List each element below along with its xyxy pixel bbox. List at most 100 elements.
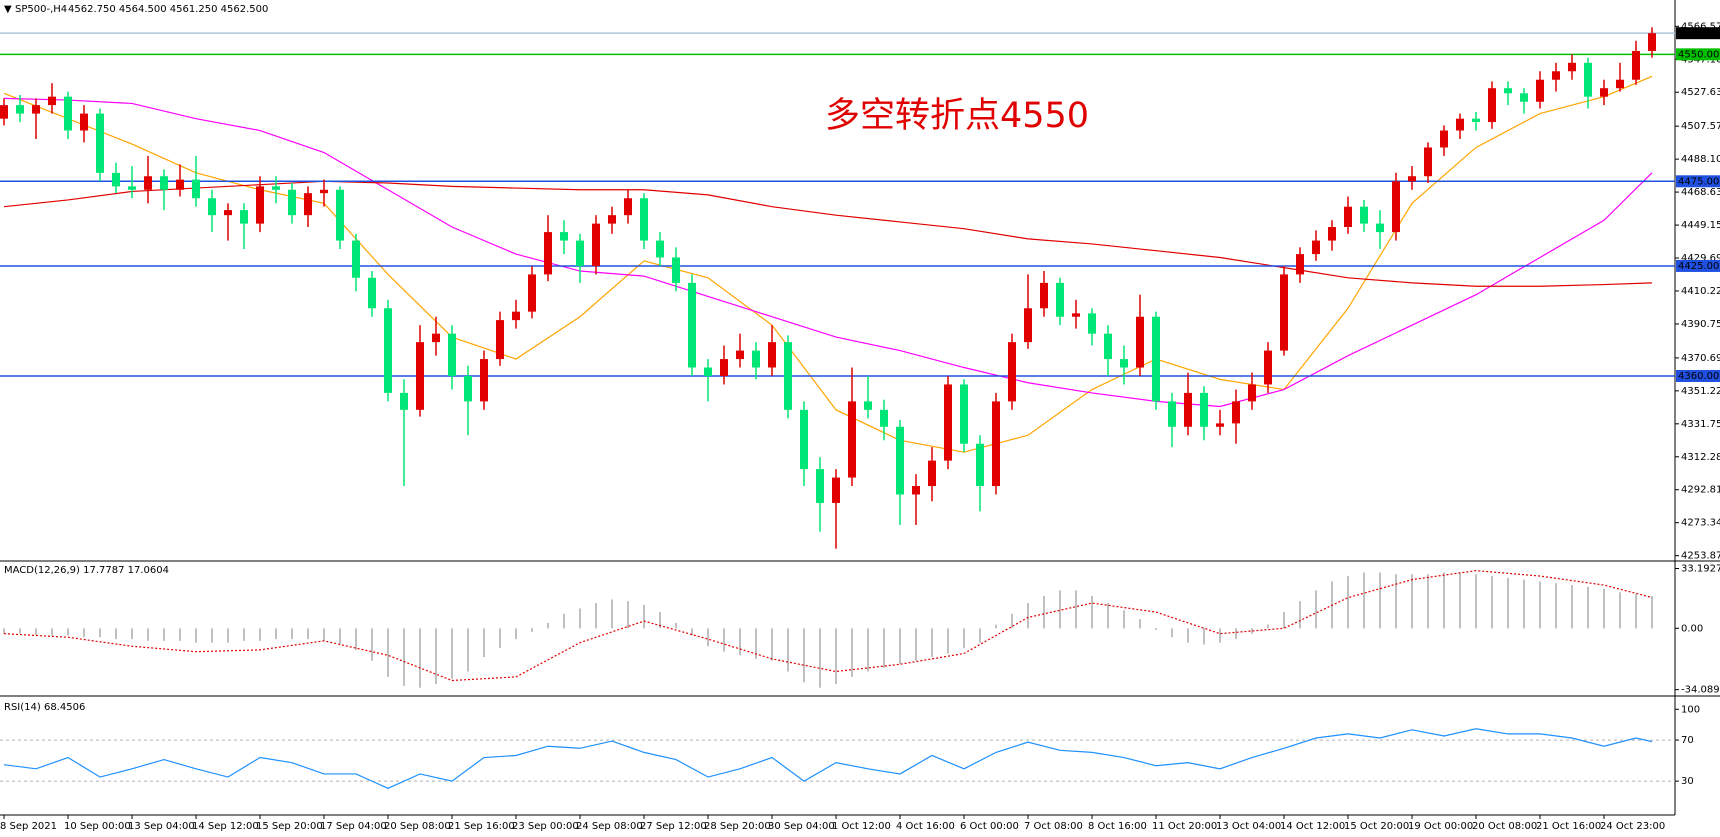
histogram-bar <box>627 601 629 629</box>
histogram-bar <box>1075 590 1077 629</box>
x-tick-label: 28 Sep 20:00 <box>704 821 771 832</box>
y-tick-label: 0.00 <box>1681 623 1703 634</box>
x-tick-label: 15 Sep 20:00 <box>256 821 323 832</box>
histogram-bar <box>563 613 565 629</box>
histogram-bar <box>387 628 389 677</box>
candle-body <box>944 384 952 461</box>
histogram-bar <box>1123 610 1125 629</box>
histogram-bar <box>1299 601 1301 629</box>
x-tick-label: 13 Sep 04:00 <box>128 821 195 832</box>
candle-body <box>1200 392 1208 427</box>
histogram-bar <box>1235 628 1237 640</box>
candle-body <box>272 186 280 190</box>
histogram-bar <box>915 628 917 661</box>
histogram-bar <box>1203 628 1205 645</box>
annotation: 多空转折点4550 <box>825 96 1089 136</box>
x-tick-label: 4 Oct 16:00 <box>896 821 955 832</box>
candle-body <box>384 308 392 393</box>
candle-body <box>800 409 808 470</box>
histogram-bar <box>1411 574 1413 629</box>
level-box <box>1676 369 1720 382</box>
histogram-bar <box>1283 612 1285 629</box>
histogram-bar <box>1427 574 1429 629</box>
candle-body <box>160 176 168 190</box>
histogram-bar <box>1315 590 1317 629</box>
histogram-bar <box>51 628 53 636</box>
candle-body <box>1488 88 1496 123</box>
histogram-bar <box>1027 603 1029 629</box>
histogram-bar <box>659 612 661 629</box>
menu-arrow[interactable]: ▼ <box>4 4 12 15</box>
histogram-bar <box>1139 619 1141 629</box>
candle-body <box>656 240 664 258</box>
x-tick-label: 8 Sep 2021 <box>0 821 57 832</box>
candle-body <box>448 333 456 376</box>
histogram-bar <box>1491 576 1493 629</box>
histogram-bar <box>1635 594 1637 629</box>
level-box <box>1676 175 1720 188</box>
histogram-bar <box>931 628 933 658</box>
histogram-bar <box>1091 595 1093 629</box>
y-tick-label: 4292.810 <box>1681 485 1720 496</box>
candle-body <box>688 282 696 368</box>
histogram-bar <box>3 628 5 634</box>
x-tick-label: 11 Oct 20:00 <box>1152 821 1217 832</box>
histogram-bar <box>451 628 453 679</box>
histogram-bar <box>67 628 69 636</box>
candle-body <box>1344 206 1352 228</box>
candle-body <box>976 443 984 487</box>
candle-body <box>368 277 376 309</box>
candle-body <box>1152 316 1160 402</box>
histogram-bar <box>195 628 197 643</box>
candle-body <box>848 401 856 478</box>
level-label: 4562.500 <box>1678 28 1720 39</box>
candle-body <box>1264 350 1272 385</box>
histogram-bar <box>1395 574 1397 629</box>
candle-body <box>1456 118 1464 131</box>
x-tick-label: 20 Oct 08:00 <box>1472 821 1537 832</box>
candle-body <box>576 240 584 266</box>
candle-body <box>176 179 184 190</box>
histogram-bar <box>1267 624 1269 629</box>
candle-body <box>1536 79 1544 102</box>
x-tick-label: 21 Oct 16:00 <box>1536 821 1601 832</box>
histogram-bar <box>867 628 869 672</box>
candle-body <box>544 232 552 275</box>
y-tick-label: 4273.340 <box>1681 518 1720 529</box>
candle-body <box>1008 342 1016 402</box>
candle-body <box>1216 423 1224 427</box>
candle-body <box>32 105 40 114</box>
y-tick-label: 30 <box>1681 776 1694 787</box>
candle-body <box>1408 176 1416 182</box>
histogram-bar <box>1507 577 1509 629</box>
candle-body <box>992 401 1000 487</box>
candle-body <box>624 198 632 216</box>
candle-body <box>1600 88 1608 97</box>
candle-body <box>400 392 408 410</box>
histogram-bar <box>259 628 261 641</box>
candle-body <box>1296 254 1304 275</box>
histogram-bar <box>675 622 677 629</box>
histogram-bar <box>1347 576 1349 629</box>
candle-body <box>704 367 712 376</box>
candle-body <box>720 359 728 376</box>
x-tick-label: 27 Sep 12:00 <box>640 821 707 832</box>
candle-body <box>432 333 440 343</box>
y-tick-label: 4566.570 <box>1681 21 1720 32</box>
candle-body <box>0 105 8 119</box>
histogram-bar <box>899 628 901 665</box>
candle-body <box>96 113 104 173</box>
y-tick-label: 4370.690 <box>1681 353 1720 364</box>
histogram-bar <box>163 628 165 641</box>
candle-body <box>608 215 616 224</box>
candle-body <box>1520 93 1528 102</box>
x-tick-label: 14 Sep 12:00 <box>192 821 259 832</box>
histogram-bar <box>99 628 101 638</box>
candle-body <box>592 223 600 266</box>
histogram-bar <box>1379 572 1381 629</box>
candle-body <box>48 96 56 106</box>
histogram-bar <box>307 628 309 640</box>
candle-body <box>1280 274 1288 351</box>
candle-body <box>832 477 840 503</box>
